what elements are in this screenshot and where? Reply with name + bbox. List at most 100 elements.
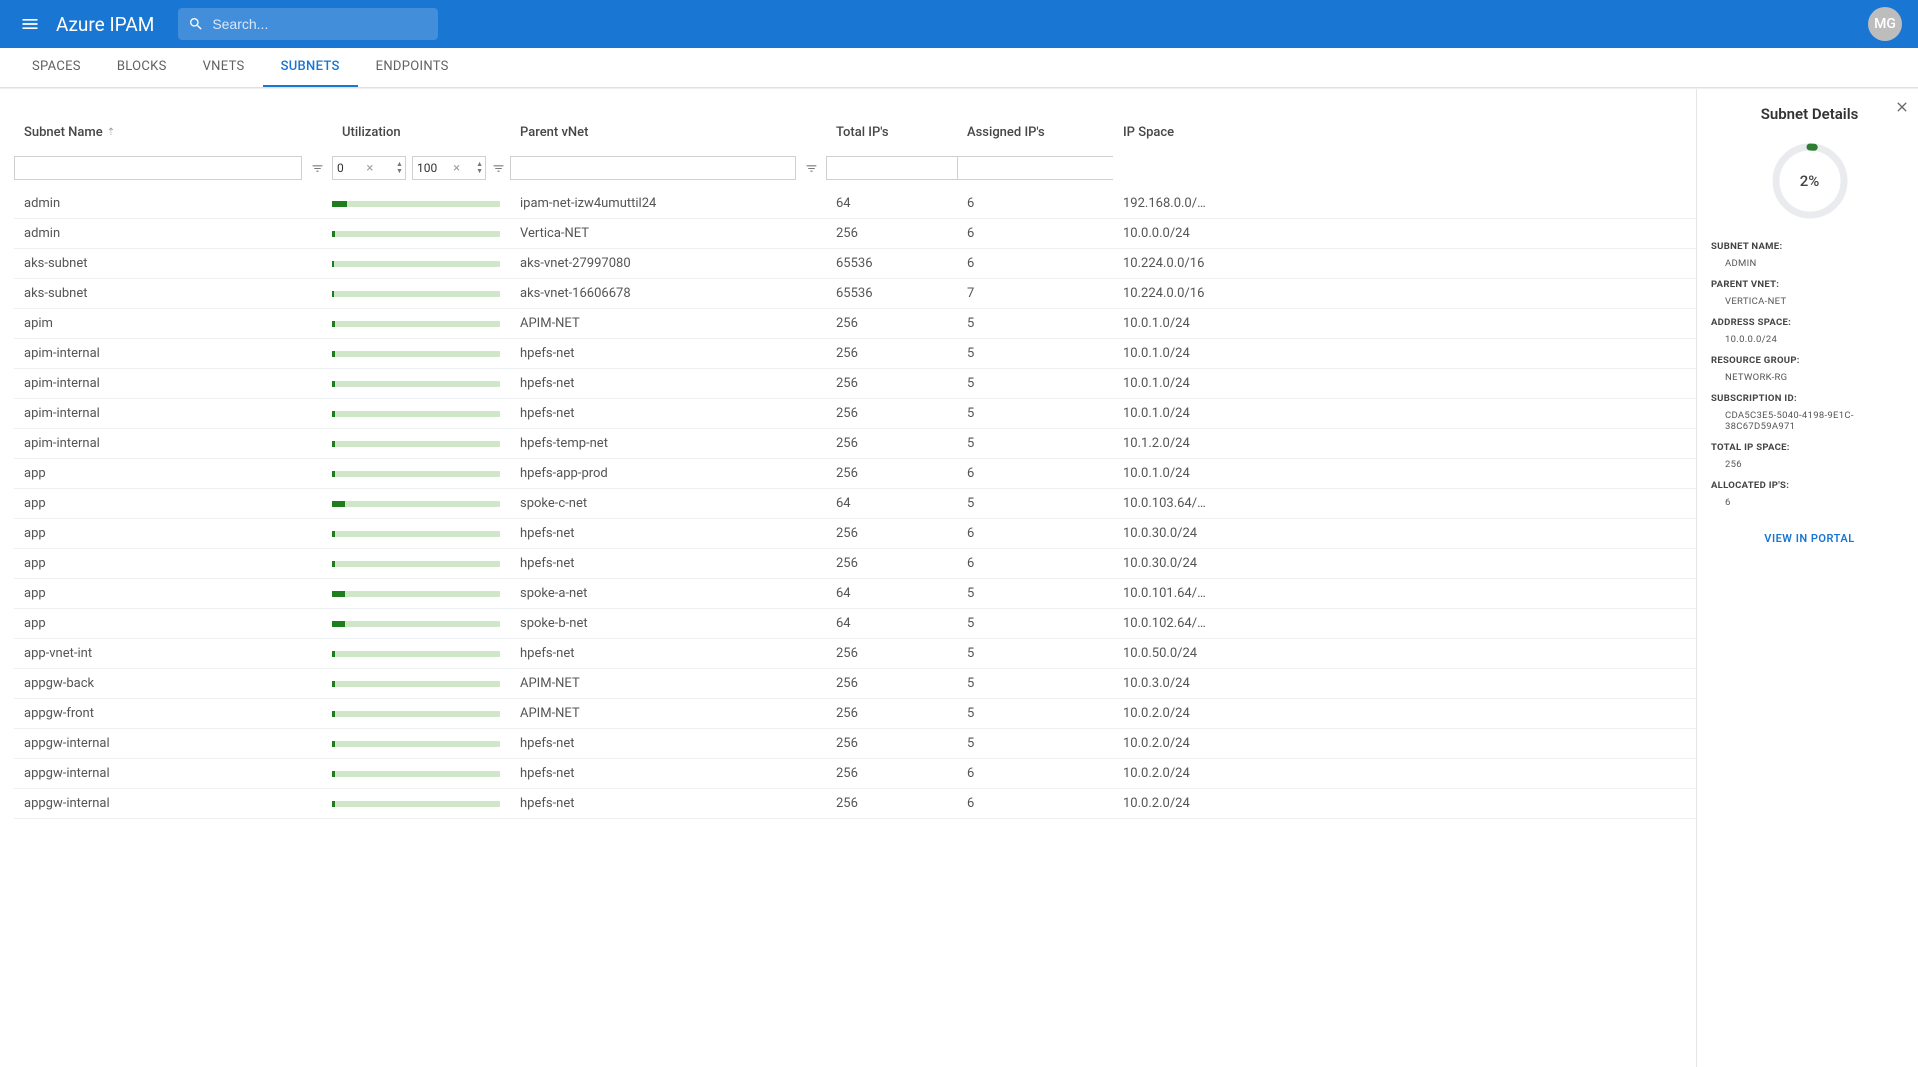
filter-space-input[interactable] bbox=[1113, 156, 1276, 180]
filter-util-min[interactable]: 0 × ▲▼ bbox=[332, 156, 406, 180]
down-icon[interactable]: ▼ bbox=[396, 168, 403, 175]
table-row[interactable]: adminVertica-NET256610.0.0.0/24 bbox=[14, 219, 1696, 249]
table-row[interactable]: apphpefs-app-prod256610.0.1.0/24 bbox=[14, 459, 1696, 489]
filter-assigned-input[interactable] bbox=[957, 156, 1122, 180]
sort-asc-icon: ⇡ bbox=[107, 127, 115, 138]
cell-name: apim-internal bbox=[14, 436, 332, 451]
cell-assigned: 5 bbox=[957, 646, 1113, 661]
panel-field-label: PARENT VNET: bbox=[1711, 279, 1908, 290]
cell-parent: spoke-c-net bbox=[510, 496, 826, 511]
col-header-assigned[interactable]: Assigned IP's bbox=[957, 125, 1113, 140]
table-row[interactable]: aks-subnetaks-vnet-2799708065536610.224.… bbox=[14, 249, 1696, 279]
cell-name: app bbox=[14, 526, 332, 541]
table-row[interactable]: adminipam-net-izw4umuttil24646192.168.0.… bbox=[14, 189, 1696, 219]
grid-body[interactable]: adminipam-net-izw4umuttil24646192.168.0.… bbox=[14, 189, 1696, 1067]
funnel-icon bbox=[311, 162, 324, 175]
table-row[interactable]: appspoke-c-net64510.0.103.64/26 bbox=[14, 489, 1696, 519]
util-bar-fill bbox=[332, 201, 347, 207]
table-row[interactable]: appspoke-a-net64510.0.101.64/26 bbox=[14, 579, 1696, 609]
cell-space: 10.0.1.0/24 bbox=[1113, 316, 1211, 331]
table-row[interactable]: apimAPIM-NET256510.0.1.0/24 bbox=[14, 309, 1696, 339]
cell-utilization bbox=[332, 471, 510, 477]
user-avatar[interactable]: MG bbox=[1868, 7, 1902, 41]
panel-field-label: TOTAL IP SPACE: bbox=[1711, 442, 1908, 453]
tab-spaces[interactable]: SPACES bbox=[14, 48, 99, 87]
tab-vnets[interactable]: VNETS bbox=[185, 48, 263, 87]
table-row[interactable]: appgw-frontAPIM-NET256510.0.2.0/24 bbox=[14, 699, 1696, 729]
filter-parent-input[interactable] bbox=[510, 156, 796, 180]
table-row[interactable]: appspoke-b-net64510.0.102.64/26 bbox=[14, 609, 1696, 639]
util-bar bbox=[332, 261, 500, 267]
cell-utilization bbox=[332, 201, 510, 207]
util-bar bbox=[332, 801, 500, 807]
util-bar bbox=[332, 411, 500, 417]
col-header-label: Assigned IP's bbox=[967, 125, 1045, 140]
filter-util-max-clear[interactable]: × bbox=[451, 162, 462, 175]
col-header-parent[interactable]: Parent vNet bbox=[510, 125, 826, 140]
cell-name: app-vnet-int bbox=[14, 646, 332, 661]
filter-parent-funnel[interactable] bbox=[800, 157, 822, 179]
filter-name-funnel[interactable] bbox=[306, 157, 328, 179]
table-row[interactable]: appgw-internalhpefs-net256510.0.2.0/24 bbox=[14, 729, 1696, 759]
down-icon[interactable]: ▼ bbox=[476, 168, 483, 175]
cell-name: app bbox=[14, 496, 332, 511]
filter-name-input[interactable] bbox=[14, 156, 302, 180]
filter-name bbox=[14, 151, 332, 185]
cell-utilization bbox=[332, 381, 510, 387]
table-row[interactable]: apim-internalhpefs-temp-net256510.1.2.0/… bbox=[14, 429, 1696, 459]
table-row[interactable]: aks-subnetaks-vnet-1660667865536710.224.… bbox=[14, 279, 1696, 309]
cell-assigned: 5 bbox=[957, 676, 1113, 691]
col-header-total[interactable]: Total IP's bbox=[826, 125, 957, 140]
util-bar-fill bbox=[332, 591, 345, 597]
cell-name: appgw-internal bbox=[14, 736, 332, 751]
search-input[interactable] bbox=[212, 16, 428, 32]
util-bar-fill bbox=[332, 561, 335, 567]
table-row[interactable]: appgw-internalhpefs-net256610.0.2.0/24 bbox=[14, 789, 1696, 819]
filter-util-max-spin[interactable]: ▲▼ bbox=[476, 161, 483, 175]
search-box[interactable] bbox=[178, 8, 438, 40]
cell-parent: hpefs-net bbox=[510, 556, 826, 571]
table-row[interactable]: apphpefs-net256610.0.30.0/24 bbox=[14, 519, 1696, 549]
table-row[interactable]: appgw-internalhpefs-net256610.0.2.0/24 bbox=[14, 759, 1696, 789]
cell-utilization bbox=[332, 801, 510, 807]
util-bar-fill bbox=[332, 681, 335, 687]
funnel-icon bbox=[805, 162, 818, 175]
table-row[interactable]: apim-internalhpefs-net256510.0.1.0/24 bbox=[14, 339, 1696, 369]
menu-button[interactable] bbox=[12, 6, 48, 42]
filter-util-funnel[interactable] bbox=[490, 157, 506, 179]
tab-subnets[interactable]: SUBNETS bbox=[263, 48, 358, 87]
cell-parent: APIM-NET bbox=[510, 676, 826, 691]
table-row[interactable]: apim-internalhpefs-net256510.0.1.0/24 bbox=[14, 399, 1696, 429]
cell-parent: ipam-net-izw4umuttil24 bbox=[510, 196, 826, 211]
col-header-name[interactable]: Subnet Name⇡ bbox=[14, 125, 332, 140]
cell-assigned: 5 bbox=[957, 346, 1113, 361]
util-bar-fill bbox=[332, 621, 345, 627]
cell-space: 10.0.1.0/24 bbox=[1113, 466, 1211, 481]
table-row[interactable]: apphpefs-net256610.0.30.0/24 bbox=[14, 549, 1696, 579]
util-bar bbox=[332, 471, 500, 477]
table-row[interactable]: apim-internalhpefs-net256510.0.1.0/24 bbox=[14, 369, 1696, 399]
col-header-space[interactable]: IP Space bbox=[1113, 125, 1211, 140]
filter-util-min-spin[interactable]: ▲▼ bbox=[396, 161, 403, 175]
panel-close-button[interactable] bbox=[1894, 99, 1910, 119]
table-row[interactable]: app-vnet-inthpefs-net256510.0.50.0/24 bbox=[14, 639, 1696, 669]
cell-assigned: 5 bbox=[957, 586, 1113, 601]
cell-parent: spoke-b-net bbox=[510, 616, 826, 631]
table-row[interactable]: appgw-backAPIM-NET256510.0.3.0/24 bbox=[14, 669, 1696, 699]
cell-parent: hpefs-net bbox=[510, 646, 826, 661]
col-header-util[interactable]: Utilization bbox=[332, 125, 510, 140]
cell-total: 256 bbox=[826, 436, 957, 451]
cell-utilization bbox=[332, 561, 510, 567]
tab-blocks[interactable]: BLOCKS bbox=[99, 48, 185, 87]
panel-field-label: SUBNET NAME: bbox=[1711, 241, 1908, 252]
view-in-portal-link[interactable]: VIEW IN PORTAL bbox=[1711, 532, 1908, 545]
panel-fields: SUBNET NAME:ADMINPARENT VNET:VERTICA-NET… bbox=[1711, 241, 1908, 508]
tab-endpoints[interactable]: ENDPOINTS bbox=[358, 48, 467, 87]
search-icon bbox=[188, 16, 204, 32]
cell-utilization bbox=[332, 231, 510, 237]
util-bar bbox=[332, 381, 500, 387]
panel-title: Subnet Details bbox=[1711, 105, 1908, 123]
filter-util-max[interactable]: 100 × ▲▼ bbox=[412, 156, 486, 180]
filter-util-min-clear[interactable]: × bbox=[364, 162, 375, 175]
grid-filters: 0 × ▲▼ 100 × ▲▼ bbox=[14, 151, 1696, 185]
